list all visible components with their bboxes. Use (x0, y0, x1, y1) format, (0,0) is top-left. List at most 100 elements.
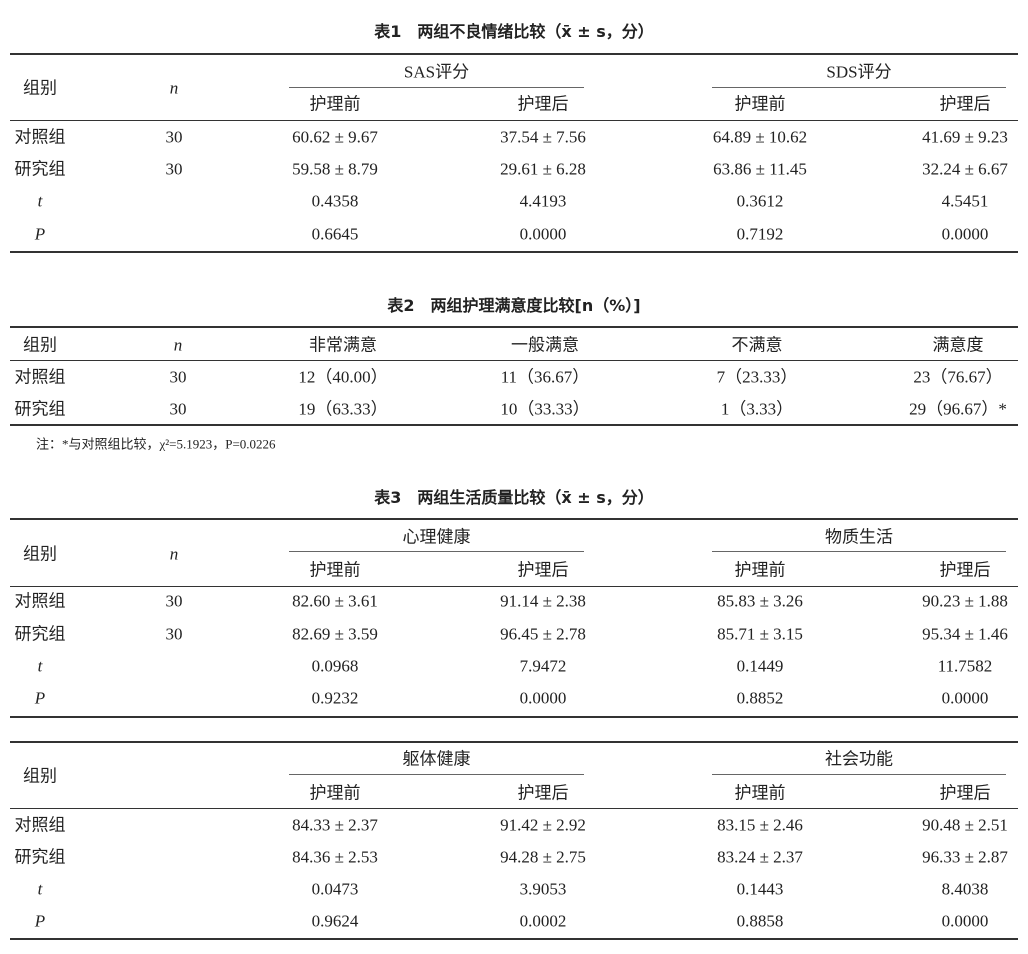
table-cell: 0.9232 (311, 688, 359, 708)
row-label: 对照组 (14, 127, 66, 147)
table-title: 表3 两组生活质量比较（x̄ ± s，分） (374, 488, 654, 507)
table-cell: 96.33 ± 2.87 (922, 847, 1008, 867)
group-underline (712, 774, 1006, 775)
group-header: 社会功能 (825, 749, 893, 769)
table-cell: 29.61 ± 6.28 (500, 159, 586, 179)
header-n: n (169, 78, 179, 98)
table-cell: 3.9053 (519, 879, 567, 899)
table-cell: 96.45 ± 2.78 (500, 624, 586, 644)
column-header: 非常满意 (309, 335, 377, 355)
row-n: 30 (165, 624, 183, 644)
table-cell: 0.0473 (311, 879, 359, 899)
table-cell: 82.60 ± 3.61 (292, 591, 378, 611)
row-label: P (34, 688, 46, 708)
table-cell: 7（23.33） (716, 367, 798, 387)
row-label: 对照组 (14, 367, 66, 387)
header-rule (10, 586, 1018, 587)
row-label: 研究组 (14, 624, 66, 644)
group-header: SDS评分 (826, 62, 892, 82)
table-cell: 59.58 ± 8.79 (292, 159, 378, 179)
table-bottom-rule (10, 251, 1018, 253)
table-cell: 85.71 ± 3.15 (717, 624, 803, 644)
row-label: 对照组 (14, 815, 66, 835)
sub-header: 护理后 (939, 94, 991, 114)
table-cell: 63.86 ± 11.45 (713, 159, 807, 179)
table-cell: 0.0000 (941, 911, 989, 931)
row-label: 对照组 (14, 591, 66, 611)
table-cell: 95.34 ± 1.46 (922, 624, 1008, 644)
column-header: 一般满意 (511, 335, 579, 355)
group-header: SAS评分 (403, 62, 470, 82)
table-top-rule (10, 326, 1018, 328)
table-cell: 91.14 ± 2.38 (500, 591, 586, 611)
group-underline (712, 551, 1006, 552)
sub-header: 护理前 (734, 94, 786, 114)
table-bottom-rule (10, 424, 1018, 426)
group-header: 躯体健康 (402, 749, 471, 769)
header-group-label: 组别 (23, 766, 57, 786)
sub-header: 护理后 (517, 783, 569, 803)
group-header: 心理健康 (402, 527, 471, 547)
table-cell: 64.89 ± 10.62 (712, 127, 808, 147)
group-underline (289, 774, 584, 775)
header-rule (10, 808, 1018, 809)
row-label: 研究组 (14, 399, 66, 419)
table-cell: 84.33 ± 2.37 (292, 815, 378, 835)
column-header: 不满意 (731, 335, 783, 355)
header-group-label: 组别 (23, 78, 57, 98)
table-top-rule (10, 741, 1018, 743)
table-cell: 0.0000 (941, 688, 989, 708)
table-cell: 0.8858 (736, 911, 784, 931)
row-label: 研究组 (14, 159, 66, 179)
row-n: 30 (165, 159, 183, 179)
table-cell: 0.0000 (519, 224, 567, 244)
table-cell: 91.42 ± 2.92 (500, 815, 586, 835)
row-label: t (37, 879, 43, 899)
header-rule (10, 360, 1018, 361)
table-cell: 94.28 ± 2.75 (500, 847, 586, 867)
table-cell: 4.5451 (941, 191, 989, 211)
table-cell: 0.0002 (519, 911, 567, 931)
table-cell: 12（40.00） (298, 367, 388, 387)
table-cell: 8.4038 (941, 879, 989, 899)
table-cell: 41.69 ± 9.23 (922, 127, 1008, 147)
table-title: 表2 两组护理满意度比较[n（%）] (387, 296, 641, 315)
header-group-label: 组别 (23, 544, 57, 563)
header-n: n (169, 544, 179, 563)
table-cell: 84.36 ± 2.53 (292, 847, 378, 867)
column-header: 满意度 (932, 335, 984, 355)
table-cell: 0.1443 (736, 879, 784, 899)
table-cell: 32.24 ± 6.67 (922, 159, 1008, 179)
table-cell: 0.4358 (311, 191, 359, 211)
sub-header: 护理前 (309, 783, 361, 803)
table-cell: 0.3612 (736, 191, 784, 211)
group-header: 物质生活 (825, 527, 893, 547)
table-note: 注：*与对照组比较，χ²=5.1923，P=0.0226 (36, 436, 276, 452)
group-underline (289, 551, 584, 552)
sub-header: 护理前 (309, 560, 361, 580)
row-label: 研究组 (14, 847, 66, 867)
table-cell: 0.6645 (311, 224, 359, 244)
sub-header: 护理后 (939, 783, 991, 803)
table-title: 表1 两组不良情绪比较（x̄ ± s，分） (374, 22, 654, 41)
column-header: n (173, 335, 183, 355)
table-cell: 85.83 ± 3.26 (717, 591, 803, 611)
sub-header: 护理后 (517, 94, 569, 114)
table-cell: 0.7192 (736, 224, 784, 244)
table-cell: 0.8852 (736, 688, 784, 708)
table-cell: 82.69 ± 3.59 (292, 624, 378, 644)
row-n: 30 (165, 127, 183, 147)
table-cell: 0.0968 (311, 656, 359, 676)
sub-header: 护理前 (734, 560, 786, 580)
table-cell: 7.9472 (519, 656, 567, 676)
table-cell: 83.24 ± 2.37 (717, 847, 803, 867)
table-cell: 1（3.33） (720, 399, 794, 419)
row-label: t (37, 656, 43, 676)
table-cell: 37.54 ± 7.56 (500, 127, 586, 147)
table-cell: 0.0000 (941, 224, 989, 244)
table-cell: 10（33.33） (500, 399, 590, 419)
table-cell: 11（36.67） (500, 367, 590, 387)
sub-header: 护理前 (734, 783, 786, 803)
table-top-rule (10, 53, 1018, 55)
